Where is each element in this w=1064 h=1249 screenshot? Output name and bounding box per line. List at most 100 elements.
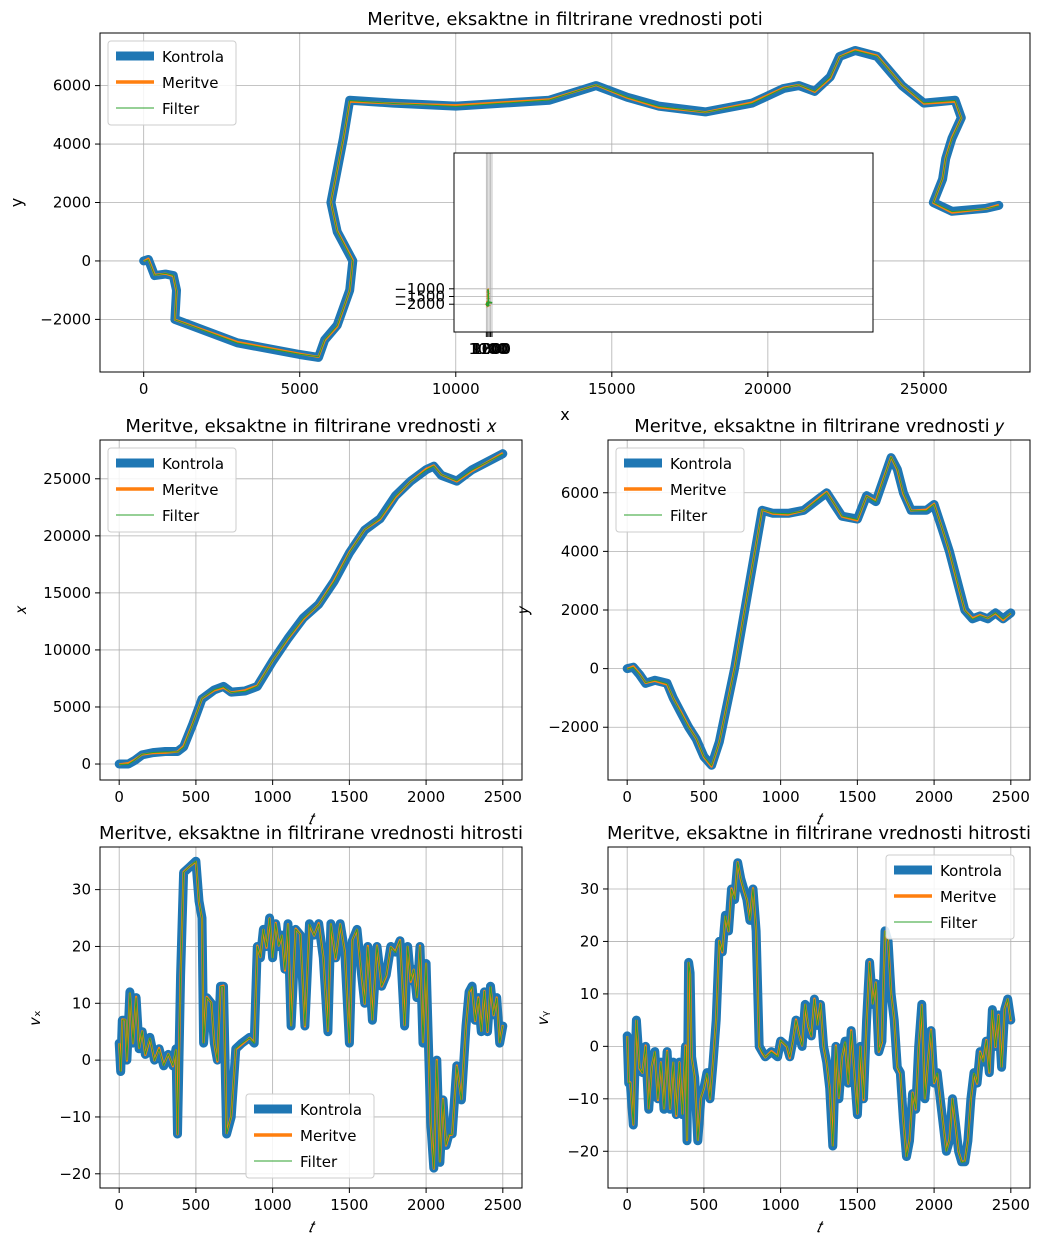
legend-label: Filter bbox=[300, 1153, 338, 1171]
series-filter bbox=[119, 453, 504, 765]
y-tick-label: 6000 bbox=[561, 484, 599, 502]
inset-frame bbox=[453, 152, 874, 333]
y-tick-label: 0 bbox=[589, 1037, 599, 1055]
legend-label: Kontrola bbox=[300, 1101, 362, 1119]
y-tick-label: 20 bbox=[580, 932, 599, 950]
legend: Kontrola Meritve Filter bbox=[885, 854, 1015, 940]
y-tick-label: −2000 bbox=[40, 310, 91, 328]
legend-label: Meritve bbox=[300, 1127, 357, 1145]
x-tick-label: 500 bbox=[690, 1196, 719, 1214]
x-tick-label: 0 bbox=[114, 788, 124, 806]
y-tick-label: 0 bbox=[589, 660, 599, 678]
x-tick-label: 2000 bbox=[407, 788, 445, 806]
legend: Kontrola Meritve Filter bbox=[245, 1093, 375, 1179]
x-tick-label: 500 bbox=[182, 788, 211, 806]
x-tick-label: 2500 bbox=[484, 1196, 522, 1214]
y-tick-label: 15000 bbox=[43, 584, 91, 602]
y-tick-label: −2000 bbox=[548, 718, 599, 736]
x-tick-label: 1000 bbox=[254, 788, 292, 806]
x-tick-label: 1000 bbox=[469, 340, 507, 358]
legend-label: Meritve bbox=[162, 481, 219, 499]
y-tick-label: −20 bbox=[59, 1165, 91, 1183]
x-tick-label: 2000 bbox=[407, 1196, 445, 1214]
y-tick-label: 4000 bbox=[53, 135, 91, 153]
x-axis-label: 𝑡 bbox=[817, 1217, 824, 1236]
y-tick-label: −1500 bbox=[394, 288, 445, 306]
y-tick-label: 10 bbox=[72, 994, 91, 1012]
legend-box bbox=[615, 447, 745, 533]
x-tick-label: 1300 bbox=[473, 340, 511, 358]
legend-box bbox=[885, 854, 1015, 940]
legend-box bbox=[107, 40, 237, 126]
x-tick-label: 2500 bbox=[992, 788, 1030, 806]
plot-frame bbox=[99, 32, 1031, 373]
legend-label: Filter bbox=[162, 507, 200, 525]
x-tick-label: 1200 bbox=[471, 340, 509, 358]
y-tick-label: 20 bbox=[72, 937, 91, 955]
legend-label: Kontrola bbox=[670, 455, 732, 473]
x-tick-label: 1500 bbox=[838, 788, 876, 806]
x-tick-label: 2500 bbox=[992, 1196, 1030, 1214]
x-axis-label: 𝑡 bbox=[309, 809, 316, 828]
x-tick-label: 1000 bbox=[762, 788, 800, 806]
x-tick-label: 0 bbox=[139, 380, 149, 398]
plot-frame bbox=[607, 846, 1031, 1189]
legend-label: Kontrola bbox=[162, 48, 224, 66]
series-filter bbox=[627, 456, 1012, 767]
y-tick-label: 6000 bbox=[53, 77, 91, 95]
chart-title: Meritve, eksaktne in filtrirane vrednost… bbox=[607, 823, 1031, 844]
x-tick-label: 10000 bbox=[432, 380, 480, 398]
x-tick-label: 1100 bbox=[470, 340, 508, 358]
y-tick-label: −20 bbox=[567, 1142, 599, 1160]
legend-label: Meritve bbox=[940, 888, 997, 906]
y-axis-label: 𝑣ₓ bbox=[25, 1010, 44, 1025]
y-tick-label: 10 bbox=[580, 985, 599, 1003]
plot-frame bbox=[99, 846, 523, 1189]
legend-label: Filter bbox=[940, 914, 978, 932]
x-tick-label: 25000 bbox=[900, 380, 948, 398]
x-tick-label: 1500 bbox=[330, 788, 368, 806]
x-tick-label: 2500 bbox=[484, 788, 522, 806]
plot-y: 0 500 1000 1500 2000 2500 −2000 0 2000 4000 6000 bbox=[548, 439, 1031, 806]
y-tick-label: 20000 bbox=[43, 527, 91, 545]
x-tick-label: 1500 bbox=[838, 1196, 876, 1214]
x-tick-label: 1500 bbox=[330, 1196, 368, 1214]
series-filter bbox=[118, 860, 504, 1169]
x-tick-label: 15000 bbox=[588, 380, 636, 398]
legend: Kontrola Meritve Filter bbox=[615, 447, 745, 533]
x-axis-label: x bbox=[560, 405, 569, 424]
x-tick-label: 2000 bbox=[915, 1196, 953, 1214]
x-tick-label: 0 bbox=[622, 1196, 632, 1214]
y-tick-label: −2000 bbox=[394, 295, 445, 313]
legend-label: Kontrola bbox=[162, 455, 224, 473]
y-axis-label: 𝑦 bbox=[513, 605, 532, 616]
legend-label: Filter bbox=[162, 100, 200, 118]
legend-label: Meritve bbox=[162, 74, 219, 92]
y-tick-label: 30 bbox=[72, 881, 91, 899]
y-axis-label: 𝑣ᵧ bbox=[533, 1011, 552, 1025]
y-axis-label: 𝑥 bbox=[11, 604, 30, 614]
y-tick-label: 2000 bbox=[53, 194, 91, 212]
x-tick-label: 500 bbox=[690, 788, 719, 806]
series-filter bbox=[626, 861, 1012, 1163]
legend: Kontrola Meritve Filter bbox=[107, 447, 237, 533]
plot-area bbox=[454, 153, 873, 332]
y-tick-label: −10 bbox=[567, 1090, 599, 1108]
legend: Kontrola Meritve Filter bbox=[107, 40, 237, 126]
x-tick-label: 500 bbox=[182, 1196, 211, 1214]
plot-frame bbox=[607, 439, 1031, 781]
x-tick-label: 5000 bbox=[281, 380, 319, 398]
y-tick-label: 0 bbox=[81, 1051, 91, 1069]
y-axis-label: y bbox=[7, 198, 26, 207]
x-tick-label: 0 bbox=[114, 1196, 124, 1214]
x-tick-label: 20000 bbox=[744, 380, 792, 398]
y-tick-label: 2000 bbox=[561, 601, 599, 619]
legend-box bbox=[245, 1093, 375, 1179]
y-tick-label: 30 bbox=[580, 880, 599, 898]
x-tick-label: 1000 bbox=[254, 1196, 292, 1214]
y-tick-label: −1000 bbox=[394, 280, 445, 298]
x-tick-label: 900 bbox=[472, 340, 501, 358]
legend-label: Meritve bbox=[670, 481, 727, 499]
